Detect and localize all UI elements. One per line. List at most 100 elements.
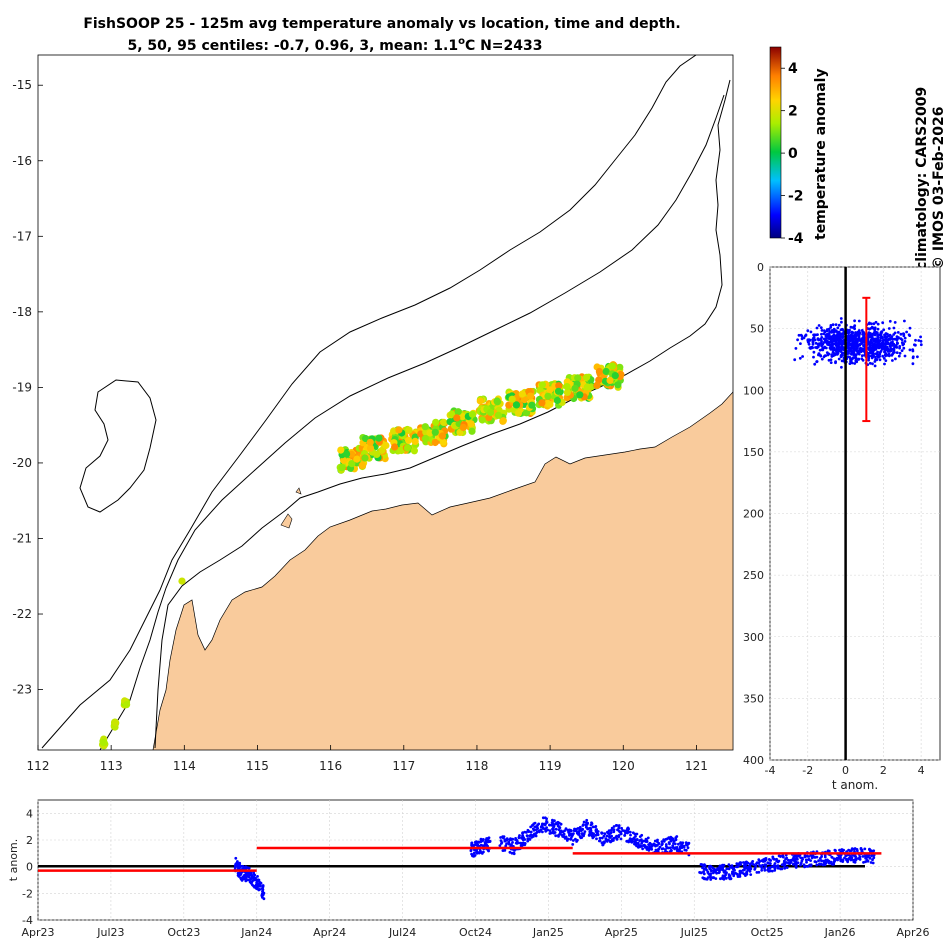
depth-point xyxy=(870,322,873,326)
depth-point xyxy=(899,337,903,340)
timeseries-point xyxy=(807,858,810,861)
timeseries-point xyxy=(645,839,649,842)
timeseries-point xyxy=(804,865,808,868)
timeseries-point xyxy=(519,841,523,845)
depth-point xyxy=(889,347,893,350)
timeseries-y-tick-label: 4 xyxy=(26,807,33,820)
timeseries-point xyxy=(767,866,771,870)
map-point xyxy=(359,461,367,469)
map-x-axis: 112 113 114 115 116 117 118 119 120 121 xyxy=(27,745,708,773)
map-point xyxy=(439,438,447,446)
map-point xyxy=(499,417,507,425)
timeseries-point xyxy=(700,871,703,875)
timeseries-point xyxy=(244,875,248,879)
island xyxy=(280,513,293,529)
timeseries-point xyxy=(814,860,818,864)
timeseries-point xyxy=(830,856,834,859)
timeseries-point xyxy=(578,825,582,829)
depth-point xyxy=(902,334,906,338)
map-x-tick-label: 120 xyxy=(612,759,635,773)
depth-point xyxy=(850,330,854,334)
timeseries-point xyxy=(871,853,875,857)
timeseries-point xyxy=(662,840,666,843)
depth-y-tick-label: 250 xyxy=(743,569,764,582)
map-point xyxy=(608,362,617,370)
depth-point xyxy=(825,329,829,333)
depth-point xyxy=(888,319,892,323)
depth-point xyxy=(919,343,923,347)
timeseries-point xyxy=(679,846,683,849)
timeseries-point xyxy=(855,849,859,853)
depth-point xyxy=(869,335,873,339)
depth-point xyxy=(876,322,880,326)
depth-point xyxy=(879,336,883,339)
timeseries-point xyxy=(512,852,516,856)
map-point xyxy=(611,372,619,380)
timeseries-point xyxy=(571,843,575,846)
depth-point xyxy=(886,353,889,357)
timeseries-point xyxy=(714,877,718,880)
timeseries-y-tick-label: -4 xyxy=(22,914,33,927)
map-point xyxy=(340,456,348,464)
timeseries-point xyxy=(545,826,548,829)
timeseries-point xyxy=(627,839,630,843)
map-point xyxy=(518,390,526,398)
depth-point xyxy=(825,339,829,343)
depth-point xyxy=(873,360,877,363)
depth-y-tick-label: 200 xyxy=(743,508,764,521)
timeseries-point xyxy=(532,822,536,826)
depth-point xyxy=(899,332,903,336)
timeseries-point xyxy=(703,877,707,881)
depth-point xyxy=(874,352,878,356)
timeseries-point xyxy=(479,843,483,847)
timeseries-point xyxy=(610,828,613,832)
timeseries-point xyxy=(730,872,734,875)
timeseries-point xyxy=(858,858,862,861)
depth-point xyxy=(855,348,858,352)
timeseries-point xyxy=(532,828,536,832)
map-x-tick-label: 115 xyxy=(246,759,269,773)
depth-point xyxy=(852,349,856,352)
timeseries-point xyxy=(803,855,807,859)
depth-point xyxy=(848,328,851,332)
timeseries-point xyxy=(605,834,609,838)
timeseries-point xyxy=(568,828,571,832)
map-point xyxy=(526,392,535,400)
depth-point xyxy=(903,340,907,343)
timeseries-point xyxy=(603,840,606,843)
depth-point xyxy=(891,348,895,351)
timeseries-point xyxy=(552,831,555,835)
timeseries-point xyxy=(767,862,771,865)
map-point xyxy=(361,454,369,462)
depth-point xyxy=(870,325,874,329)
timeseries-point xyxy=(753,868,757,871)
depth-point xyxy=(819,354,823,358)
depth-point xyxy=(807,342,811,346)
timeseries-point xyxy=(678,848,681,852)
timeseries-point xyxy=(571,839,575,842)
depth-y-tick-label: 0 xyxy=(757,261,764,274)
timeseries-point xyxy=(247,866,251,870)
timeseries-point xyxy=(782,862,786,865)
map-point xyxy=(595,376,603,384)
map-point xyxy=(338,464,346,472)
depth-point xyxy=(806,338,810,342)
timeseries-point xyxy=(607,835,611,839)
depth-point xyxy=(825,351,829,354)
timeseries-point xyxy=(823,855,827,859)
timeseries-point xyxy=(585,818,589,822)
timeseries-point xyxy=(818,862,821,866)
timeseries-point xyxy=(623,833,627,837)
depth-point xyxy=(815,326,819,330)
timeseries-point xyxy=(500,841,504,844)
timeseries-point xyxy=(514,841,518,845)
timeseries-point xyxy=(548,829,552,833)
timeseries-point xyxy=(509,837,512,840)
depth-point xyxy=(847,346,850,350)
timeseries-point xyxy=(865,854,869,857)
timeseries-point xyxy=(820,855,823,858)
timeseries-point xyxy=(592,832,595,836)
timeseries-point xyxy=(746,867,749,871)
timeseries-point xyxy=(815,855,819,859)
timeseries-point xyxy=(573,827,576,831)
